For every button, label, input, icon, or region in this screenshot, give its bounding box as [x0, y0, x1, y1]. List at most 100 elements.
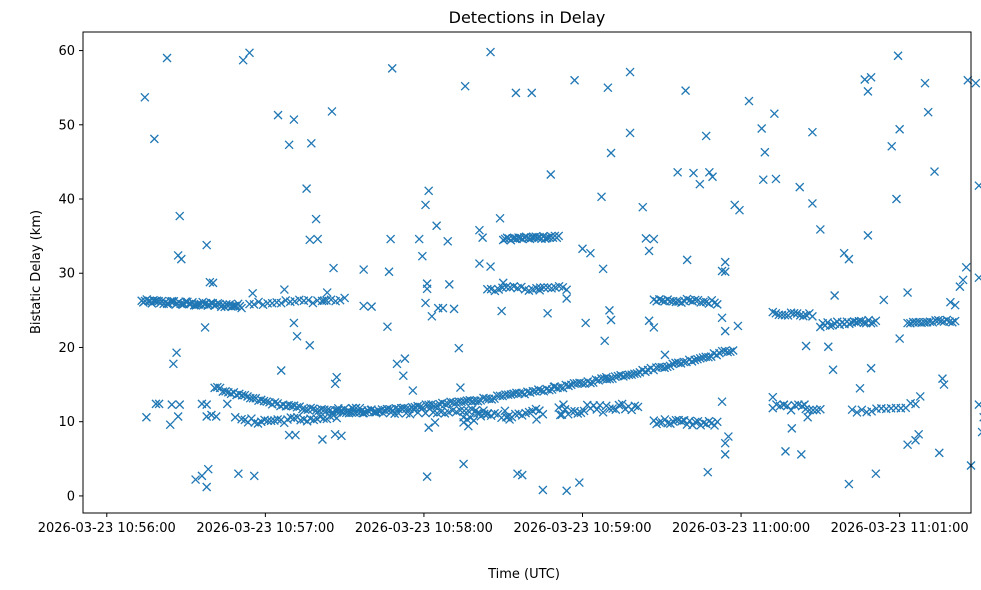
- data-point: [497, 306, 507, 316]
- data-point: [332, 372, 342, 382]
- data-point: [720, 326, 730, 336]
- data-point: [579, 406, 589, 416]
- data-point: [828, 365, 838, 375]
- data-point: [317, 435, 327, 444]
- data-point: [421, 298, 430, 308]
- data-point: [586, 378, 595, 388]
- data-point: [517, 388, 527, 398]
- data-point: [226, 389, 236, 399]
- y-tick-label: 10: [58, 415, 75, 430]
- data-point: [710, 298, 719, 308]
- data-point: [617, 399, 627, 409]
- data-point: [289, 318, 299, 328]
- data-point: [654, 417, 664, 427]
- data-point: [305, 235, 315, 245]
- data-point: [459, 417, 469, 427]
- data-point: [871, 469, 881, 479]
- data-point: [319, 296, 329, 306]
- data-point: [649, 322, 659, 332]
- data-point: [866, 363, 876, 373]
- data-point: [704, 167, 714, 177]
- data-point: [610, 372, 620, 382]
- data-point: [559, 400, 568, 410]
- data-point: [717, 397, 727, 407]
- data-point: [638, 202, 648, 212]
- data-point: [947, 317, 957, 327]
- data-point: [367, 405, 376, 415]
- data-point: [454, 343, 464, 353]
- data-point: [597, 192, 606, 202]
- data-point: [925, 317, 935, 327]
- data-point: [720, 438, 730, 448]
- data-point: [701, 131, 711, 141]
- data-point: [193, 300, 203, 310]
- data-point: [409, 405, 419, 415]
- data-point: [348, 403, 358, 413]
- data-point: [625, 67, 635, 77]
- data-point: [387, 63, 397, 73]
- data-point: [340, 293, 350, 303]
- data-point: [769, 109, 779, 119]
- data-point: [330, 379, 340, 389]
- data-point: [717, 313, 727, 323]
- data-point: [781, 446, 790, 456]
- data-point: [787, 423, 797, 433]
- data-point: [546, 170, 556, 179]
- data-point: [690, 355, 700, 365]
- data-point: [554, 403, 564, 412]
- data-point: [517, 470, 527, 480]
- data-point: [720, 449, 730, 459]
- data-point: [150, 296, 160, 306]
- data-point: [930, 167, 939, 177]
- data-point: [303, 295, 313, 305]
- data-point: [758, 175, 768, 185]
- data-point: [544, 385, 554, 395]
- data-point: [790, 400, 800, 410]
- data-point: [459, 397, 469, 407]
- data-point: [854, 316, 864, 326]
- data-point: [511, 88, 521, 98]
- data-point: [937, 374, 947, 384]
- x-tick-label: 2026-03-23 10:56:00: [38, 521, 176, 536]
- y-axis-title: Bistatic Delay (km): [29, 210, 44, 334]
- data-point: [306, 403, 316, 413]
- data-point: [417, 251, 427, 261]
- data-point: [768, 392, 778, 402]
- data-point: [744, 96, 754, 106]
- data-point: [971, 78, 981, 88]
- x-axis: 2026-03-23 10:56:00 2026-03-23 10:57:00 20…: [38, 513, 969, 536]
- data-point: [531, 232, 541, 242]
- data-point: [934, 448, 944, 458]
- data-point: [855, 383, 865, 393]
- data-point: [539, 283, 549, 292]
- data-point: [263, 416, 273, 426]
- data-point: [421, 200, 430, 210]
- data-point: [654, 294, 664, 304]
- data-point: [200, 322, 210, 332]
- data-point: [359, 301, 369, 311]
- data-point: [498, 391, 508, 401]
- data-point: [309, 415, 319, 425]
- data-point: [528, 386, 538, 396]
- data-point: [273, 414, 283, 424]
- data-point: [162, 53, 172, 63]
- data-point: [276, 366, 286, 375]
- data-point: [221, 386, 231, 396]
- plot-frame: [82, 31, 972, 514]
- data-point: [549, 382, 559, 392]
- data-point: [555, 410, 565, 420]
- data-point: [863, 230, 873, 240]
- data-point: [460, 81, 470, 91]
- data-point: [682, 294, 692, 304]
- data-point: [757, 124, 767, 133]
- data-point: [603, 83, 613, 93]
- data-point: [237, 414, 247, 424]
- data-point: [815, 404, 825, 414]
- data-point: [671, 415, 681, 425]
- x-tick-label: 2026-03-23 11:01:00: [831, 521, 969, 536]
- data-point: [422, 472, 432, 482]
- data-point: [974, 273, 981, 283]
- data-point: [284, 430, 294, 440]
- data-point: [463, 421, 473, 431]
- data-point: [273, 110, 283, 120]
